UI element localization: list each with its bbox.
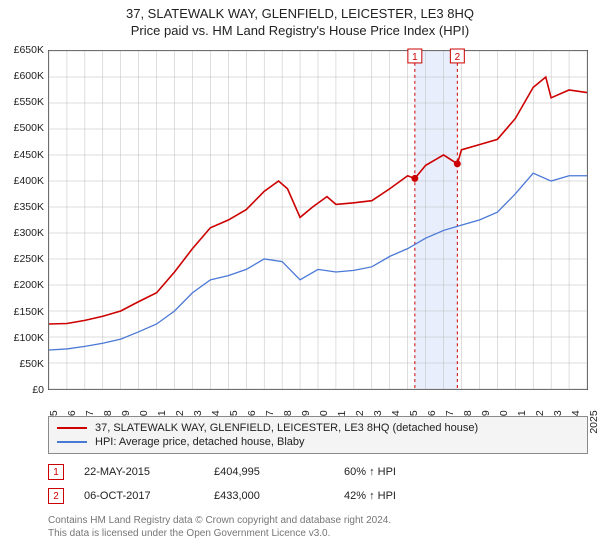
legend-label: 37, SLATEWALK WAY, GLENFIELD, LEICESTER,… (95, 422, 478, 434)
event-price: £404,995 (214, 466, 344, 478)
chart-title-line2: Price paid vs. HM Land Registry's House … (0, 23, 600, 38)
legend-item: 37, SLATEWALK WAY, GLENFIELD, LEICESTER,… (57, 421, 579, 435)
svg-text:2: 2 (455, 52, 461, 63)
event-row: 1 22-MAY-2015£404,99560% ↑ HPI (48, 460, 588, 484)
legend-swatch (57, 441, 87, 443)
chart-legend: 37, SLATEWALK WAY, GLENFIELD, LEICESTER,… (48, 416, 588, 454)
footer-line1: Contains HM Land Registry data © Crown c… (48, 514, 588, 527)
legend-swatch (57, 427, 87, 429)
legend-item: HPI: Average price, detached house, Blab… (57, 435, 579, 449)
y-axis-tick: £500K (0, 122, 44, 134)
x-axis-tick: 2025 (588, 410, 600, 433)
y-axis-tick: £350K (0, 201, 44, 213)
y-axis-tick: £300K (0, 227, 44, 239)
y-axis-tick: £100K (0, 332, 44, 344)
y-axis-tick: £550K (0, 96, 44, 108)
y-axis-tick: £200K (0, 279, 44, 291)
y-axis-tick: £400K (0, 175, 44, 187)
event-delta: 60% ↑ HPI (344, 466, 396, 478)
event-date: 06-OCT-2017 (84, 490, 214, 502)
event-date: 22-MAY-2015 (84, 466, 214, 478)
price-chart: 12 (48, 50, 588, 390)
footer-line2: This data is licensed under the Open Gov… (48, 527, 588, 540)
y-axis-tick: £650K (0, 44, 44, 56)
y-axis-tick: £150K (0, 306, 44, 318)
event-badge: 1 (48, 464, 64, 480)
y-axis-tick: £250K (0, 253, 44, 265)
svg-text:1: 1 (412, 52, 418, 63)
y-axis-tick: £50K (0, 358, 44, 370)
legend-label: HPI: Average price, detached house, Blab… (95, 436, 305, 448)
event-badge: 2 (48, 488, 64, 504)
chart-footer: Contains HM Land Registry data © Crown c… (48, 514, 588, 540)
chart-title-line1: 37, SLATEWALK WAY, GLENFIELD, LEICESTER,… (0, 6, 600, 21)
event-delta: 42% ↑ HPI (344, 490, 396, 502)
y-axis-tick: £450K (0, 149, 44, 161)
event-row: 2 06-OCT-2017£433,00042% ↑ HPI (48, 484, 588, 508)
y-axis-tick: £0 (0, 384, 44, 396)
price-events: 1 22-MAY-2015£404,99560% ↑ HPI 2 06-OCT-201… (48, 460, 588, 508)
y-axis-tick: £600K (0, 70, 44, 82)
event-price: £433,000 (214, 490, 344, 502)
